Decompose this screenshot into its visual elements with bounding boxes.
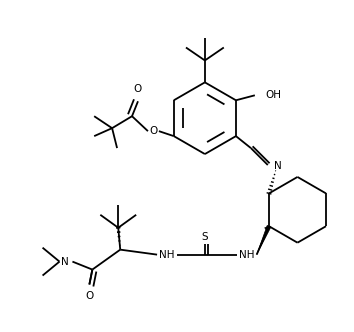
- Text: N: N: [274, 161, 281, 171]
- Text: O: O: [150, 126, 158, 136]
- Polygon shape: [257, 225, 271, 255]
- Text: S: S: [201, 232, 208, 242]
- Polygon shape: [265, 226, 269, 231]
- Text: N: N: [61, 257, 68, 267]
- Text: O: O: [134, 84, 142, 94]
- Text: OH: OH: [266, 90, 282, 100]
- Text: NH: NH: [239, 250, 255, 260]
- Text: O: O: [85, 291, 93, 301]
- Text: NH: NH: [159, 250, 175, 260]
